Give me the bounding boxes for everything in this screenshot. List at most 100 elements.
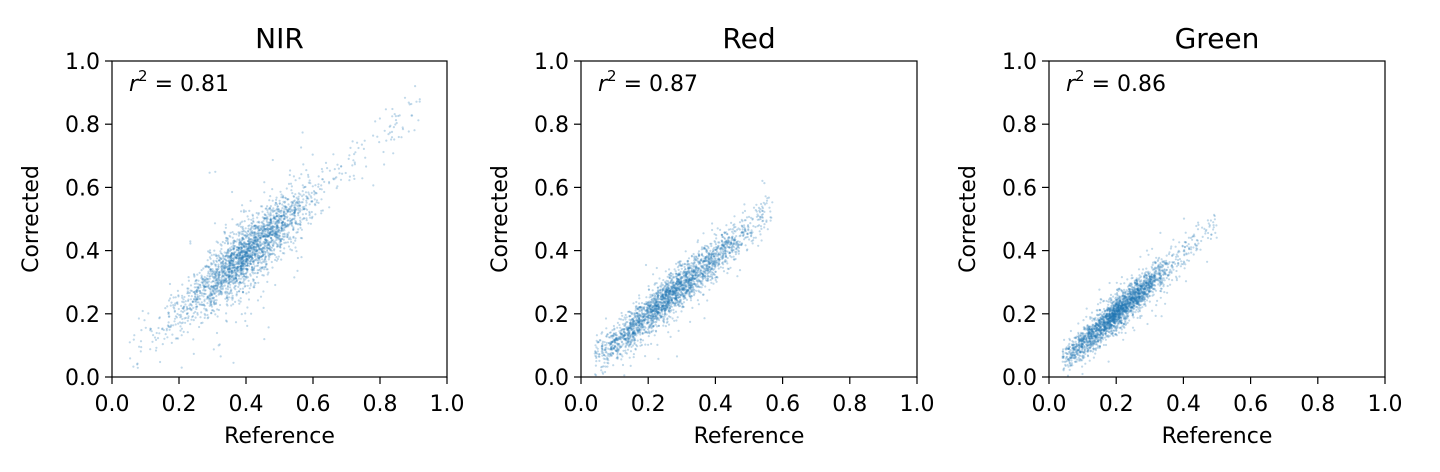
scatter-point [634, 332, 637, 335]
scatter-point [624, 342, 628, 345]
scatter-point [238, 232, 241, 235]
scatter-point [309, 195, 312, 198]
scatter-point [308, 179, 311, 182]
scatter-point [208, 299, 211, 303]
scatter-point [650, 330, 653, 333]
scatter-point [258, 231, 261, 235]
scatter-point [263, 238, 267, 241]
scatter-point [224, 297, 227, 300]
scatter-point [353, 153, 356, 156]
scatter-point [248, 242, 251, 245]
scatter-point [332, 153, 335, 156]
scatter-point [656, 343, 659, 346]
scatter-point [239, 273, 242, 276]
scatter-point [702, 264, 705, 267]
scatter-point [301, 131, 304, 134]
scatter-point [189, 323, 192, 326]
scatter-point [740, 242, 744, 245]
scatter-point [755, 203, 758, 206]
scatter-point [234, 256, 237, 259]
scatter-point [668, 299, 671, 303]
scatter-point [216, 257, 219, 260]
scatter-point [403, 96, 407, 99]
scatter-point [668, 311, 671, 314]
scatter-point [280, 221, 283, 224]
scatter-point [249, 250, 252, 253]
scatter-point [621, 363, 625, 367]
scatter-point [270, 260, 273, 264]
scatter-point [252, 232, 256, 235]
scatter-point [302, 163, 305, 166]
scatter-point [594, 354, 597, 357]
scatter-point [212, 287, 215, 290]
scatter-point [161, 327, 164, 330]
scatter-point [653, 283, 656, 286]
scatter-point [207, 298, 210, 301]
scatter-point [256, 256, 259, 259]
scatter-point [693, 272, 696, 276]
scatter-point [348, 179, 351, 182]
scatter-point [258, 235, 261, 238]
scatter-point [292, 195, 296, 198]
scatter-point [320, 167, 323, 171]
scatter-point [765, 199, 769, 202]
scatter-point [265, 220, 268, 223]
scatter-point [259, 205, 263, 208]
scatter-point [232, 232, 236, 236]
scatter-point [237, 299, 240, 302]
scatter-point [234, 277, 237, 280]
scatter-point [243, 275, 246, 278]
scatter-point [717, 257, 720, 260]
scatter-point [713, 249, 716, 252]
scatter-point [697, 250, 701, 253]
scatter-point [244, 253, 247, 256]
scatter-point [265, 241, 268, 244]
scatter-point [246, 254, 249, 258]
scatter-point [272, 244, 275, 247]
scatter-point [194, 310, 197, 313]
scatter-point [362, 147, 365, 150]
scatter-point [226, 259, 229, 262]
scatter-point [248, 250, 251, 253]
scatter-point [232, 244, 235, 247]
scatter-point [254, 245, 257, 248]
scatter-point [230, 304, 233, 307]
scatter-point [213, 292, 216, 295]
scatter-point [259, 266, 262, 269]
scatter-point [743, 229, 747, 233]
scatter-point [284, 215, 287, 218]
scatter-point [285, 209, 288, 212]
scatter-point [410, 114, 413, 117]
scatter-point [290, 201, 293, 204]
scatter-point [251, 257, 254, 260]
scatter-point [238, 275, 241, 278]
scatter-point [231, 275, 234, 278]
scatter-point [271, 266, 274, 269]
scatter-point [275, 256, 278, 259]
scatter-point [313, 203, 316, 206]
scatter-point [267, 258, 270, 261]
scatter-point [746, 235, 749, 239]
scatter-point [348, 175, 351, 178]
scatter-point [274, 201, 278, 204]
scatter-point [219, 250, 222, 253]
scatter-point [263, 181, 266, 184]
scatter-point [224, 278, 227, 281]
scatter-point [294, 246, 297, 249]
scatter-point [199, 316, 202, 319]
scatter-point [722, 270, 726, 273]
scatter-point [657, 294, 660, 297]
scatter-point [149, 329, 152, 332]
scatter-point [273, 209, 277, 212]
scatter-point [654, 307, 657, 310]
scatter-point [252, 231, 255, 234]
scatter-point [229, 280, 232, 283]
scatter-point [236, 274, 239, 277]
scatter-point [726, 232, 729, 236]
scatter-point [208, 296, 211, 299]
scatter-point [295, 231, 298, 234]
scatter-point [608, 352, 611, 355]
scatter-point [365, 165, 368, 168]
scatter-point [248, 209, 251, 212]
scatter-point [268, 254, 272, 257]
